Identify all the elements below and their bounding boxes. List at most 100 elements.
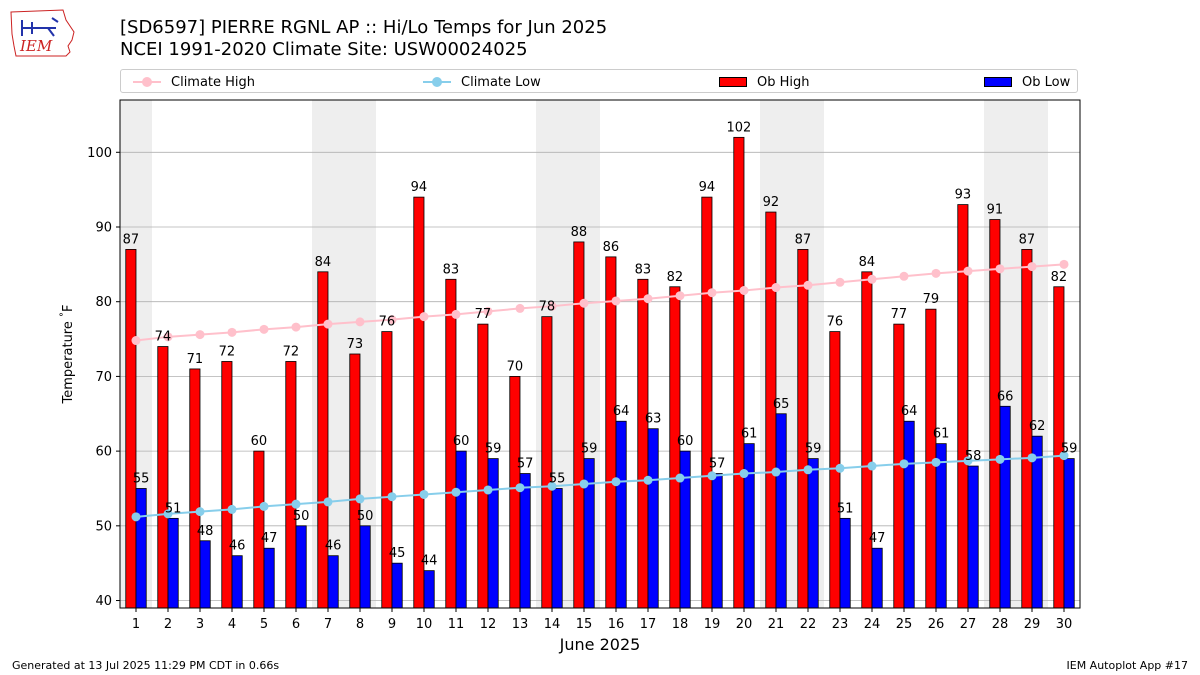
legend-item-climate-high: Climate High: [133, 73, 255, 91]
bar-ob-low: [1063, 458, 1075, 609]
bar-ob-high: [285, 361, 297, 609]
x-tick-label: 28: [992, 617, 1009, 632]
point-climate-high: [963, 266, 973, 276]
point-climate-low: [547, 481, 557, 491]
legend-item-ob-high: Ob High: [719, 73, 810, 91]
x-tick-label: 17: [640, 617, 657, 632]
point-climate-low: [899, 459, 909, 469]
label-ob-low: 47: [261, 531, 278, 546]
point-climate-high: [291, 322, 301, 332]
x-tick-label: 3: [196, 617, 204, 632]
label-ob-low: 57: [709, 457, 726, 472]
bar-ob-low: [647, 428, 659, 609]
bar-ob-low: [935, 443, 947, 609]
label-ob-low: 59: [805, 442, 822, 457]
point-climate-low: [1027, 453, 1037, 463]
point-climate-high: [227, 327, 237, 337]
point-climate-low: [739, 469, 749, 479]
label-ob-high: 76: [379, 315, 396, 330]
weather-station-icon: [21, 17, 59, 37]
x-tick-label: 10: [416, 617, 433, 632]
label-ob-low: 65: [773, 397, 790, 412]
point-climate-high: [515, 303, 525, 313]
label-ob-high: 92: [763, 195, 780, 210]
iem-logo: IEM: [10, 9, 75, 57]
label-ob-high: 82: [667, 270, 684, 285]
label-ob-high: 74: [155, 330, 172, 345]
x-tick-label: 18: [672, 617, 689, 632]
label-ob-low: 61: [933, 427, 950, 442]
label-ob-high: 77: [475, 307, 492, 322]
point-climate-high: [867, 274, 877, 284]
x-tick-label: 12: [480, 617, 497, 632]
legend-label-ob-low: Ob Low: [1022, 74, 1071, 90]
y-tick-label: 60: [95, 445, 112, 460]
bar-ob-high: [861, 271, 873, 609]
point-climate-high: [259, 324, 269, 334]
label-ob-low: 60: [677, 434, 694, 449]
point-climate-high: [771, 283, 781, 293]
bar-ob-high: [797, 249, 809, 609]
bar-ob-high: [541, 316, 553, 609]
label-ob-high: 88: [571, 225, 588, 240]
bar-ob-high: [733, 136, 745, 609]
point-climate-low: [323, 497, 333, 507]
point-climate-low: [259, 501, 269, 511]
point-climate-high: [195, 330, 205, 340]
legend-swatch-ob-high: [719, 77, 747, 87]
x-tick-label: 16: [608, 617, 625, 632]
legend-label-ob-high: Ob High: [757, 74, 810, 90]
label-ob-low: 59: [485, 442, 502, 457]
label-ob-high: 83: [635, 262, 652, 277]
label-ob-high: 87: [795, 232, 812, 247]
bar-ob-low: [231, 555, 243, 609]
bar-ob-low: [359, 525, 371, 609]
label-ob-high: 94: [411, 180, 428, 195]
y-tick-label: 80: [95, 295, 112, 310]
point-climate-high: [387, 315, 397, 325]
x-tick-label: 11: [448, 617, 465, 632]
label-ob-low: 59: [581, 442, 598, 457]
point-climate-low: [835, 463, 845, 473]
point-climate-low: [291, 499, 301, 509]
legend-item-climate-low: Climate Low: [423, 73, 541, 91]
label-ob-high: 78: [539, 300, 556, 315]
point-climate-low: [995, 454, 1005, 464]
point-climate-low: [195, 507, 205, 517]
bar-ob-high: [253, 450, 265, 609]
legend-swatch-ob-low: [984, 77, 1012, 87]
x-tick-label: 20: [736, 617, 753, 632]
label-ob-high: 84: [315, 255, 332, 270]
point-climate-high: [547, 301, 557, 311]
label-ob-low: 63: [645, 412, 662, 427]
x-tick-label: 24: [864, 617, 881, 632]
bar-ob-high: [701, 196, 713, 609]
point-climate-low: [355, 494, 365, 504]
label-ob-high: 72: [219, 344, 236, 359]
point-climate-low: [131, 512, 141, 522]
line-climate-high: [135, 263, 1065, 342]
point-climate-high: [931, 268, 941, 278]
label-ob-low: 50: [293, 509, 310, 524]
bar-ob-low: [903, 420, 915, 609]
point-climate-high: [579, 298, 589, 308]
label-ob-low: 47: [869, 531, 886, 546]
label-ob-low: 50: [357, 509, 374, 524]
bar-ob-high: [509, 376, 521, 609]
point-climate-low: [483, 485, 493, 495]
line-climate-low: [135, 454, 1065, 518]
point-climate-low: [643, 475, 653, 485]
label-ob-high: 72: [283, 344, 300, 359]
bar-ob-low: [455, 450, 467, 609]
bar-ob-low: [263, 547, 275, 609]
x-tick-label: 7: [324, 617, 332, 632]
point-climate-high: [1027, 262, 1037, 272]
x-tick-label: 9: [388, 617, 396, 632]
label-ob-high: 87: [123, 232, 140, 247]
point-climate-high: [899, 271, 909, 281]
bar-ob-high: [189, 368, 201, 609]
bar-ob-low: [199, 540, 211, 609]
label-ob-high: 73: [347, 337, 364, 352]
x-tick-label: 5: [260, 617, 268, 632]
y-axis-label: Temperature °F: [59, 305, 76, 405]
